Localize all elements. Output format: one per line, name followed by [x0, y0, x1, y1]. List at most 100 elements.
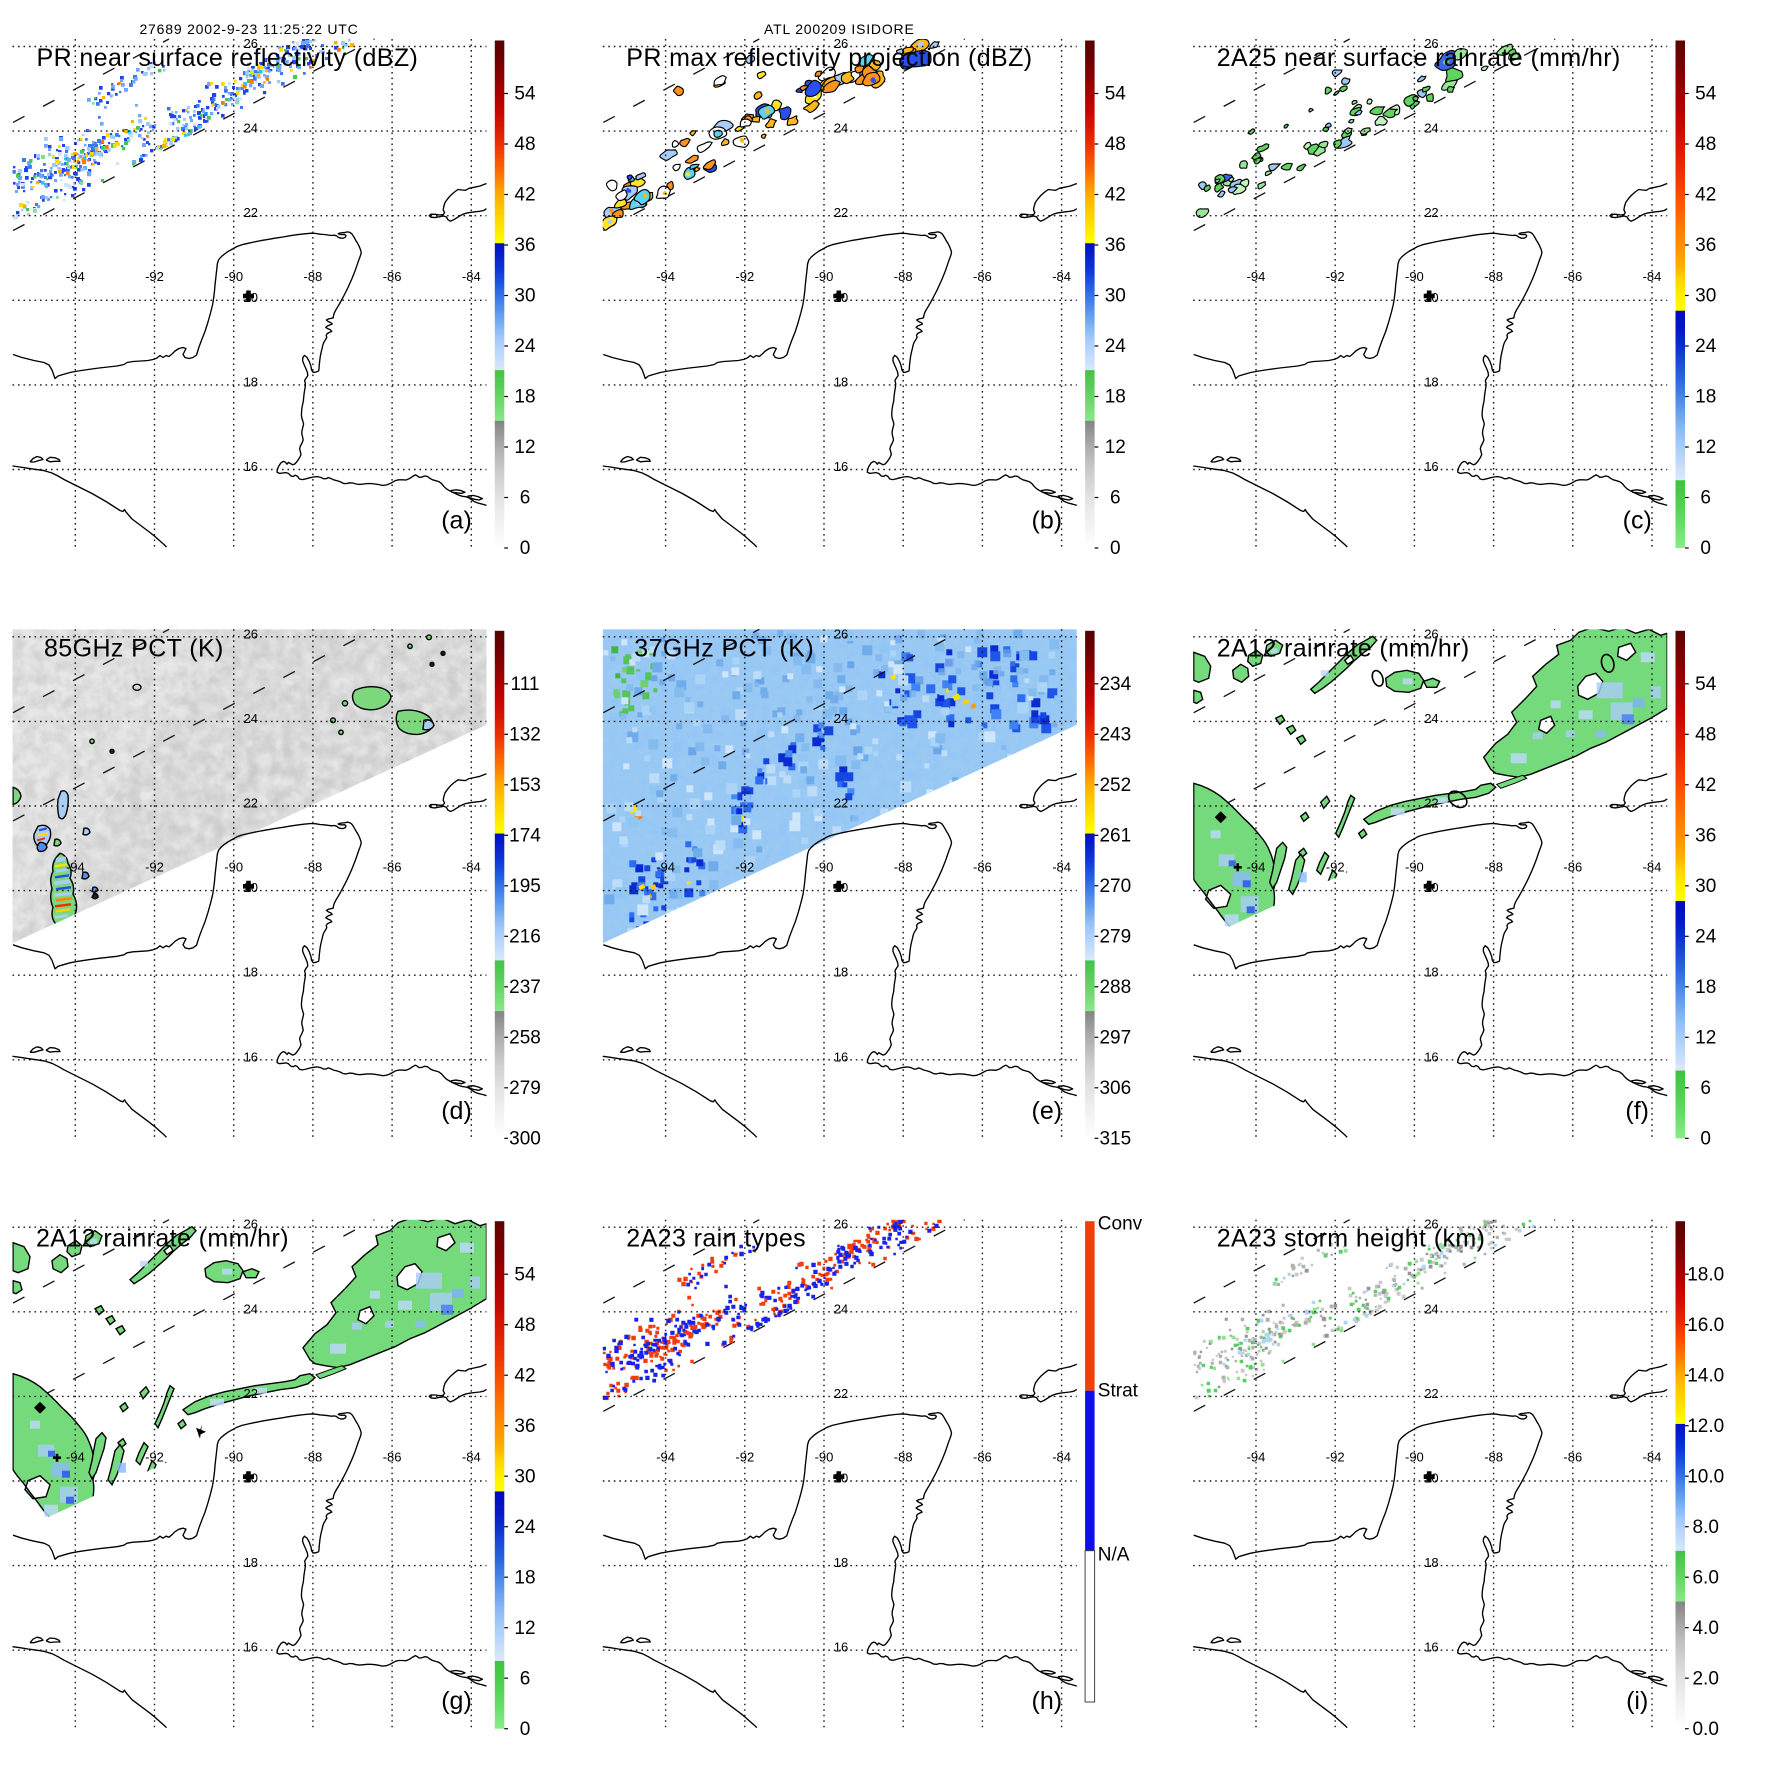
svg-text:42: 42 — [514, 1365, 535, 1386]
svg-text:48: 48 — [514, 1315, 535, 1336]
svg-text:234: 234 — [1099, 674, 1131, 695]
svg-text:27689 2002-9-23 11:25:22 UTC: 27689 2002-9-23 11:25:22 UTC — [139, 21, 358, 37]
svg-text:Conv: Conv — [1098, 1214, 1143, 1235]
svg-text:54: 54 — [514, 84, 536, 105]
svg-text:174: 174 — [509, 826, 541, 847]
svg-text:12.0: 12.0 — [1687, 1416, 1724, 1437]
svg-text:(h): (h) — [1032, 1687, 1063, 1715]
svg-text:48: 48 — [514, 134, 535, 155]
svg-text:6: 6 — [520, 1668, 531, 1689]
svg-text:297: 297 — [1099, 1028, 1131, 1049]
svg-text:0: 0 — [1700, 538, 1711, 559]
svg-text:12: 12 — [1105, 437, 1126, 458]
svg-text:2A23 storm height (km): 2A23 storm height (km) — [1217, 1225, 1486, 1253]
svg-text:24: 24 — [514, 1517, 536, 1538]
svg-text:N/A: N/A — [1098, 1545, 1130, 1566]
svg-text:18: 18 — [514, 1567, 535, 1588]
svg-text:54: 54 — [1695, 674, 1717, 695]
svg-text:195: 195 — [509, 876, 541, 897]
svg-text:(c): (c) — [1623, 507, 1652, 535]
svg-text:36: 36 — [1105, 235, 1126, 256]
svg-text:261: 261 — [1099, 826, 1131, 847]
svg-text:279: 279 — [509, 1078, 541, 1099]
svg-text:(a): (a) — [441, 507, 472, 535]
svg-text:6: 6 — [520, 488, 531, 509]
svg-text:4.0: 4.0 — [1692, 1618, 1718, 1639]
svg-text:54: 54 — [1105, 84, 1127, 105]
svg-text:270: 270 — [1099, 876, 1131, 897]
svg-text:300: 300 — [509, 1129, 541, 1150]
svg-text:258: 258 — [509, 1028, 541, 1049]
svg-text:6: 6 — [1700, 1078, 1711, 1099]
svg-text:30: 30 — [514, 286, 535, 307]
svg-text:85GHz PCT (K): 85GHz PCT (K) — [44, 634, 224, 662]
svg-text:12: 12 — [1695, 437, 1716, 458]
svg-text:279: 279 — [1099, 927, 1131, 948]
svg-text:252: 252 — [1099, 775, 1131, 796]
svg-text:42: 42 — [1105, 185, 1126, 206]
svg-text:36: 36 — [1695, 826, 1716, 847]
svg-text:42: 42 — [1695, 775, 1716, 796]
svg-text:315: 315 — [1099, 1129, 1131, 1150]
svg-text:306: 306 — [1099, 1078, 1131, 1099]
svg-text:(e): (e) — [1032, 1097, 1063, 1125]
svg-text:24: 24 — [1105, 336, 1127, 357]
svg-text:(i): (i) — [1626, 1687, 1648, 1715]
svg-text:18: 18 — [1105, 387, 1126, 408]
svg-text:30: 30 — [514, 1466, 535, 1487]
svg-text:PR max reflectivity projection: PR max reflectivity projection (dBZ) — [626, 44, 1032, 72]
svg-text:2A23 rain types: 2A23 rain types — [626, 1225, 806, 1253]
svg-text:37GHz PCT (K): 37GHz PCT (K) — [634, 634, 814, 662]
svg-text:0: 0 — [520, 538, 531, 559]
svg-text:18: 18 — [1695, 387, 1716, 408]
svg-text:6.0: 6.0 — [1692, 1567, 1718, 1588]
svg-text:(b): (b) — [1032, 507, 1063, 535]
svg-text:2.0: 2.0 — [1692, 1668, 1718, 1689]
svg-text:12: 12 — [1695, 1028, 1716, 1049]
svg-text:Strat: Strat — [1098, 1381, 1139, 1402]
svg-text:2A25 near surface rainrate (mm: 2A25 near surface rainrate (mm/hr) — [1217, 44, 1621, 72]
svg-text:12: 12 — [514, 1618, 535, 1639]
svg-text:42: 42 — [1695, 185, 1716, 206]
svg-text:24: 24 — [1695, 336, 1717, 357]
svg-text:6: 6 — [1700, 488, 1711, 509]
svg-text:(d): (d) — [441, 1097, 472, 1125]
svg-text:48: 48 — [1695, 725, 1716, 746]
svg-text:18: 18 — [1695, 977, 1716, 998]
svg-text:12: 12 — [514, 437, 535, 458]
svg-text:288: 288 — [1099, 977, 1131, 998]
svg-text:30: 30 — [1695, 286, 1716, 307]
svg-text:8.0: 8.0 — [1692, 1517, 1718, 1538]
svg-text:216: 216 — [509, 927, 541, 948]
svg-text:48: 48 — [1105, 134, 1126, 155]
svg-text:132: 132 — [509, 725, 541, 746]
svg-text:24: 24 — [1695, 927, 1717, 948]
svg-text:ATL 200209 ISIDORE: ATL 200209 ISIDORE — [764, 21, 915, 37]
svg-text:54: 54 — [514, 1264, 536, 1285]
svg-text:30: 30 — [1105, 286, 1126, 307]
svg-text:(g): (g) — [441, 1687, 472, 1715]
svg-text:(f): (f) — [1625, 1097, 1649, 1125]
svg-text:153: 153 — [509, 775, 541, 796]
svg-text:0.0: 0.0 — [1692, 1719, 1718, 1740]
svg-text:6: 6 — [1110, 488, 1121, 509]
svg-text:36: 36 — [514, 1416, 535, 1437]
svg-text:2A12 rainrate (mm/hr): 2A12 rainrate (mm/hr) — [36, 1225, 289, 1253]
svg-text:36: 36 — [1695, 235, 1716, 256]
svg-text:243: 243 — [1099, 725, 1131, 746]
svg-text:18.0: 18.0 — [1687, 1264, 1724, 1285]
svg-text:30: 30 — [1695, 876, 1716, 897]
svg-text:14.0: 14.0 — [1687, 1365, 1724, 1386]
svg-text:24: 24 — [514, 336, 536, 357]
svg-text:2A12 rainrate (mm/hr): 2A12 rainrate (mm/hr) — [1217, 634, 1470, 662]
svg-text:0: 0 — [1700, 1129, 1711, 1150]
svg-text:111: 111 — [511, 674, 540, 695]
svg-text:42: 42 — [514, 185, 535, 206]
svg-text:0: 0 — [1110, 538, 1121, 559]
svg-text:0: 0 — [520, 1719, 531, 1740]
svg-text:PR near surface reflectivity (: PR near surface reflectivity (dBZ) — [37, 44, 419, 72]
svg-text:48: 48 — [1695, 134, 1716, 155]
svg-text:16.0: 16.0 — [1687, 1315, 1724, 1336]
svg-text:18: 18 — [514, 387, 535, 408]
svg-text:36: 36 — [514, 235, 535, 256]
